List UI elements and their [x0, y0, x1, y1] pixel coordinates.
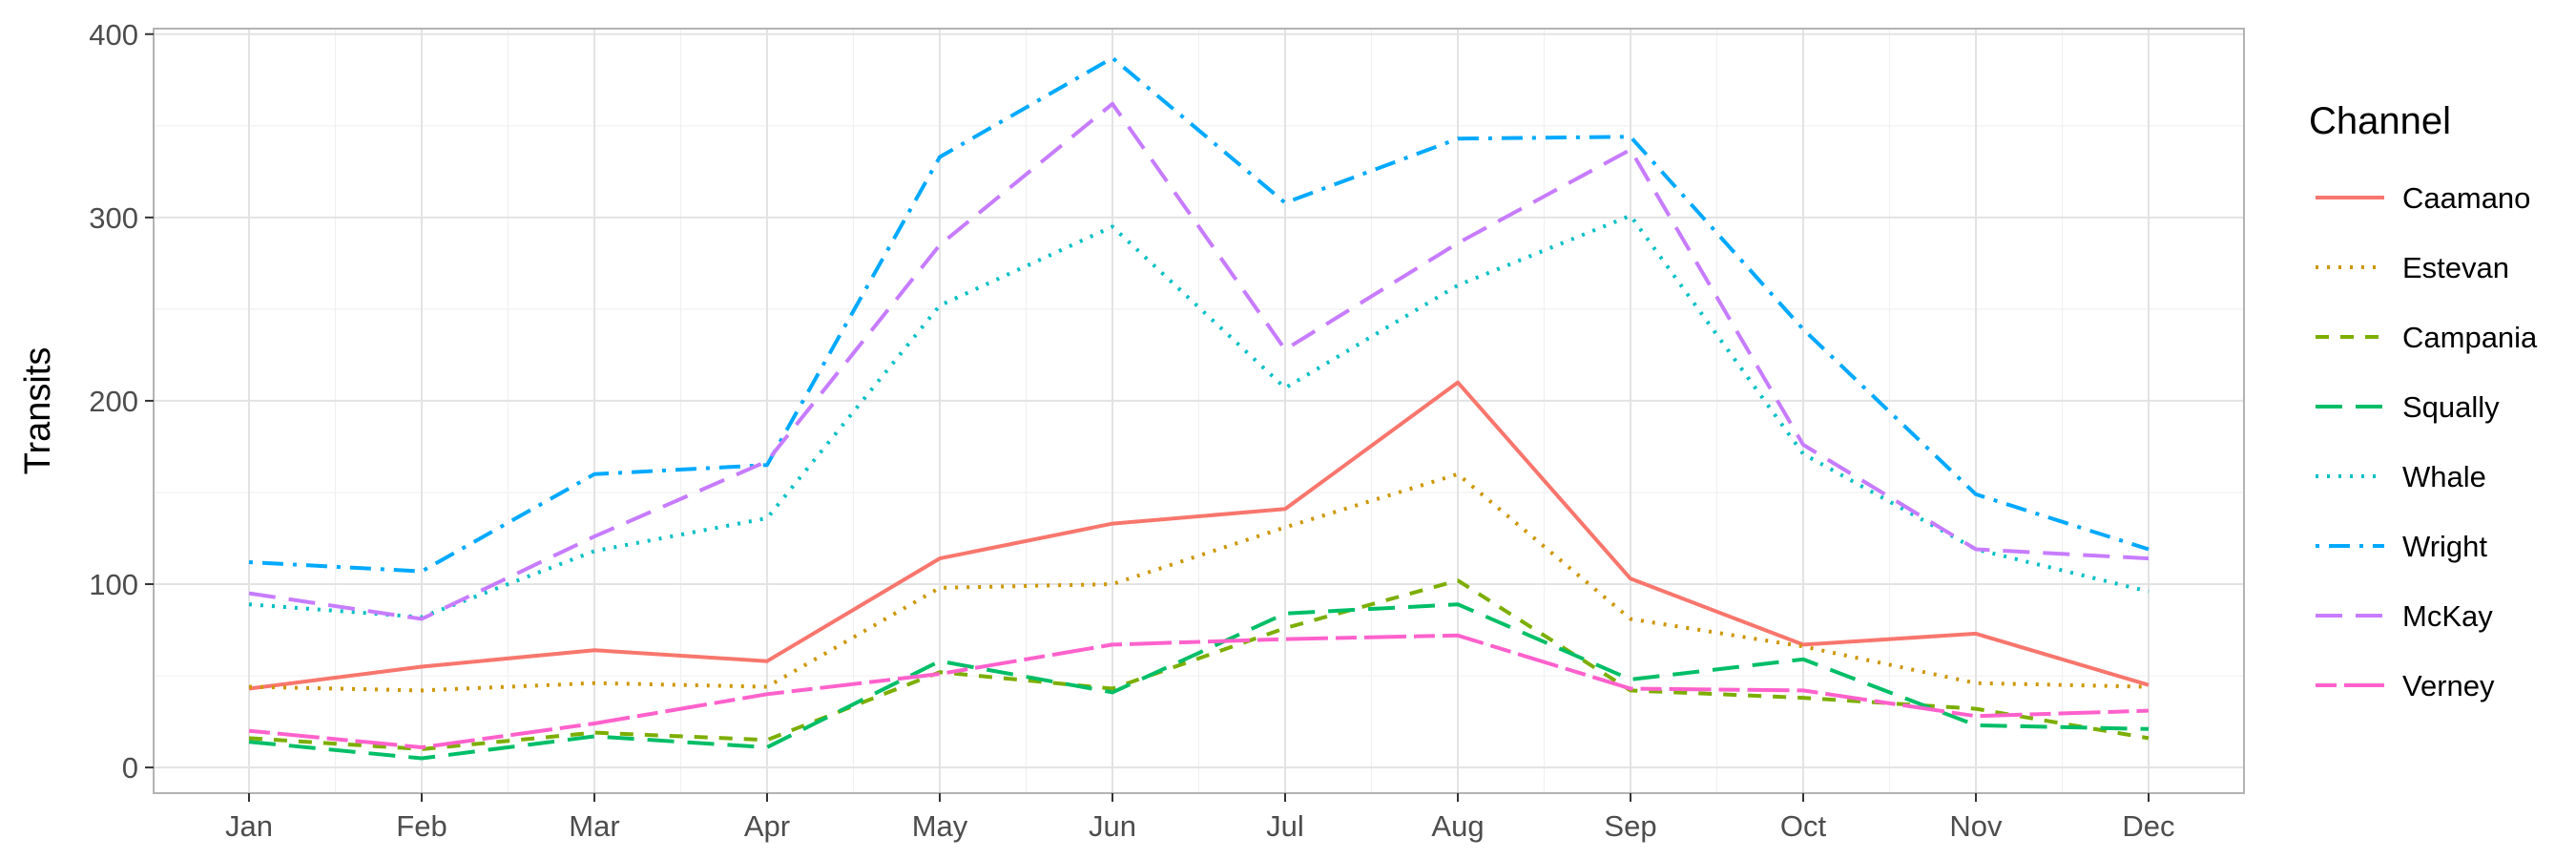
legend-label-estevan: Estevan [2402, 251, 2509, 284]
x-tick-label: Feb [396, 809, 447, 843]
series-line-whale [248, 213, 2150, 619]
series-lines [248, 55, 2150, 761]
series-line-verney [248, 633, 2150, 749]
x-tick-label: Nov [1949, 809, 2003, 843]
y-tick-label: 400 [89, 18, 138, 52]
x-tick-label: Jul [1266, 809, 1304, 843]
x-tick-label: Jun [1089, 809, 1136, 843]
x-tick-label: Jan [225, 809, 273, 843]
legend-label-campania: Campania [2402, 321, 2538, 354]
legend-title: Channel [2309, 100, 2451, 142]
legend-label-squally: Squally [2402, 390, 2500, 424]
series-line-caamano [248, 380, 2150, 691]
legend-label-verney: Verney [2402, 669, 2495, 702]
legend: Channel Caamano Estevan Campania Squally Wha… [2309, 100, 2538, 702]
legend-label-wright: Wright [2402, 530, 2487, 563]
x-tick-label: Aug [1431, 809, 1484, 843]
axes: 0 100 200 300 400 Jan Feb Mar Apr May Jun Jul Aug Sep… [89, 18, 2174, 843]
legend-label-whale: Whale [2402, 460, 2486, 493]
series-line-wright [248, 55, 2150, 574]
y-tick-label: 100 [89, 568, 138, 601]
x-tick-label: Oct [1780, 809, 1827, 843]
series-line-campania [248, 578, 2150, 751]
legend-label-caamano: Caamano [2402, 181, 2530, 215]
y-tick-label: 300 [89, 201, 138, 235]
y-axis-title: Transits [18, 347, 58, 475]
y-tick-label: 200 [89, 385, 138, 418]
series-line-mckay [248, 101, 2150, 621]
x-tick-label: Sep [1604, 809, 1656, 843]
legend-label-mckay: McKay [2402, 599, 2493, 633]
grid-lines [154, 29, 2244, 793]
x-tick-label: Mar [569, 809, 619, 843]
x-tick-label: Dec [2122, 809, 2174, 843]
panel-border [153, 28, 2245, 794]
y-tick-label: 0 [122, 751, 138, 785]
x-tick-label: Apr [744, 809, 790, 843]
series-line-squally [248, 602, 2150, 761]
x-tick-label: May [912, 809, 968, 843]
